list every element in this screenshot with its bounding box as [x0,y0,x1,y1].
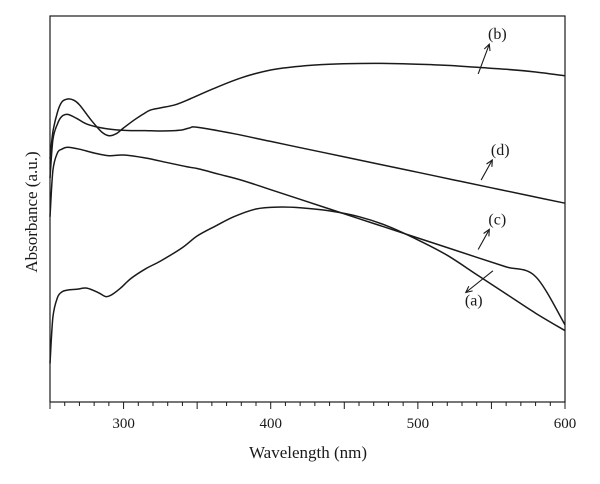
series-line-d [49,113,566,204]
x-tick-label: 500 [407,416,430,432]
arrow-head-c [483,228,490,237]
arrow-head-d [486,158,493,167]
arrow-shaft-d [480,159,493,181]
tick-labels: 300 400 500 600 [112,416,576,432]
series-line-b [49,62,566,159]
series-line-c [49,146,566,326]
x-tick-label: 300 [112,416,135,432]
arrow-shaft-b [477,43,490,75]
arrow-head-b [483,43,491,52]
series-line-a [49,206,566,364]
x-axis-label: Wavelength (nm) [249,443,367,462]
series-layer [49,62,566,364]
x-tick-label: 600 [554,416,577,432]
x-tick-label: 400 [259,416,282,432]
curve-label-b: (b) [488,26,507,43]
curve-label-a: (a) [465,293,483,310]
arrow-shaft-a [465,270,494,293]
y-axis-label: Absorbance (a.u.) [22,151,41,272]
annotation-layer: (b) (d) (c) (a) [464,26,510,310]
curve-label-d: (d) [491,142,510,159]
curve-label-c: (c) [488,211,506,228]
arrow-shaft-c [477,229,490,250]
arrow-head-a [464,285,473,294]
